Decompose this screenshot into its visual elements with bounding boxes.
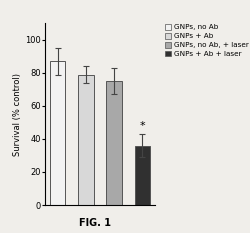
Bar [134,146,150,205]
Text: *: * [140,121,145,131]
Bar [78,75,94,205]
Bar [106,81,122,205]
Text: FIG. 1: FIG. 1 [79,218,111,228]
Y-axis label: Survival (% control): Survival (% control) [13,73,22,156]
Legend: GNPs, no Ab, GNPs + Ab, GNPs, no Ab, + laser, GNPs + Ab + laser: GNPs, no Ab, GNPs + Ab, GNPs, no Ab, + l… [164,23,250,58]
Bar [50,61,66,205]
